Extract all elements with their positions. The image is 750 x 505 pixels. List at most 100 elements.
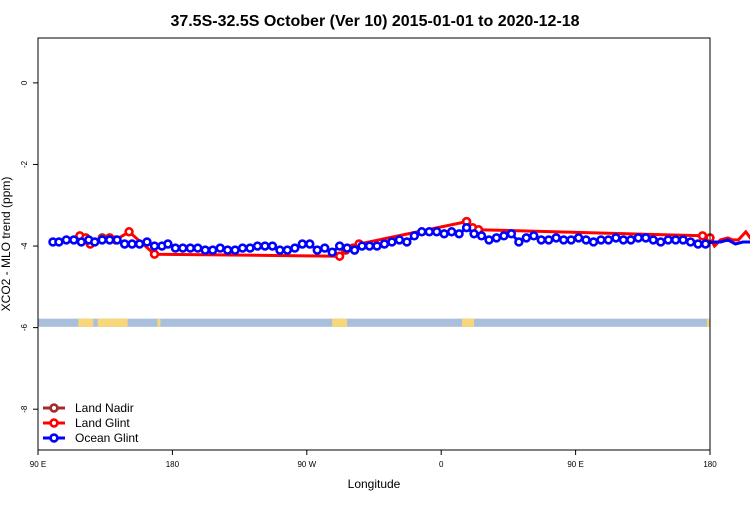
data-point (245, 243, 255, 253)
series-layer (48, 216, 750, 261)
data-point (170, 243, 181, 253)
data-point (267, 241, 278, 251)
data-point (349, 245, 360, 255)
data-point (678, 235, 688, 245)
legend-swatch-marker (49, 403, 59, 413)
data-point (529, 231, 539, 241)
data-point (149, 249, 160, 259)
data-point (357, 241, 367, 251)
data-point (536, 235, 546, 245)
x-tick-label: 90 E (567, 460, 583, 469)
data-point (618, 235, 629, 245)
data-point (364, 241, 375, 251)
data-point (514, 237, 524, 247)
data-point (697, 231, 708, 241)
ocean-band (38, 318, 710, 327)
y-tick-label: 0 (20, 80, 29, 85)
data-point (626, 235, 636, 245)
data-point (596, 235, 606, 245)
land-patch (462, 318, 475, 327)
data-point (260, 241, 270, 251)
data-point (551, 233, 561, 243)
legend-item: Ocean Glint (43, 431, 139, 445)
x-tick-label: 90 E (30, 460, 46, 469)
data-point (499, 231, 509, 241)
data-point (469, 229, 479, 239)
x-tick-label: 0 (439, 460, 444, 469)
land-ocean-strip (38, 318, 710, 327)
data-point (372, 241, 382, 251)
data-point (134, 239, 145, 249)
data-point (342, 243, 352, 253)
data-point (663, 235, 673, 245)
data-point (603, 235, 614, 245)
data-point (124, 227, 134, 237)
legend-label: Ocean Glint (75, 431, 139, 445)
legend-swatch-marker (49, 418, 59, 428)
data-point (454, 229, 464, 239)
data-point (61, 235, 72, 245)
data-point (237, 243, 248, 253)
land-patch (97, 318, 128, 327)
data-point (656, 237, 666, 247)
data-point (222, 245, 233, 255)
x-tick-label: 90 W (297, 460, 316, 469)
data-point (320, 243, 330, 253)
data-point (215, 243, 225, 253)
x-axis-label: Longitude (348, 477, 401, 491)
data-point (432, 227, 442, 237)
data-point (275, 245, 285, 255)
y-axis-label: XCO2 - MLO trend (ppm) (0, 177, 13, 312)
data-point (119, 239, 130, 249)
data-point (334, 251, 345, 261)
data-point (581, 235, 591, 245)
data-point (417, 227, 427, 237)
x-tick-label: 180 (166, 460, 180, 469)
data-point (685, 237, 696, 247)
y-tick-label: -2 (20, 160, 29, 168)
plot-frame (37, 37, 711, 451)
data-point (305, 239, 315, 249)
data-point (193, 243, 203, 253)
data-point (648, 235, 658, 245)
land-patch (707, 318, 710, 327)
data-point (252, 241, 263, 251)
data-point (230, 245, 240, 255)
data-point (588, 237, 599, 247)
data-point (424, 227, 434, 237)
data-point (506, 229, 517, 239)
data-point (90, 237, 100, 247)
x-tick-label: 180 (703, 460, 717, 469)
data-point (700, 239, 711, 249)
data-point (200, 245, 210, 255)
legend-item: Land Glint (43, 416, 130, 430)
data-point (334, 241, 345, 251)
data-point (476, 231, 487, 241)
data-point (394, 235, 405, 245)
land-patch (78, 318, 94, 327)
x-axis: 90 E 180 90 W 0 90 E 180 (30, 450, 717, 469)
data-point (282, 245, 293, 255)
series-ocean-glint (48, 222, 750, 257)
data-point (446, 227, 457, 237)
data-point (484, 235, 494, 245)
y-axis: 0 -2 -4 -6 -8 (20, 80, 38, 413)
data-point (312, 245, 322, 255)
legend-label: Land Nadir (75, 401, 134, 415)
data-point (142, 237, 152, 247)
legend-label: Land Glint (75, 416, 130, 430)
data-point (97, 235, 107, 245)
land-patch (157, 318, 161, 327)
data-point (112, 235, 122, 245)
data-point (290, 243, 300, 253)
data-point (573, 233, 584, 243)
data-point (76, 237, 87, 247)
data-point (185, 243, 196, 253)
data-point (327, 247, 337, 257)
data-point (544, 235, 554, 245)
data-point (670, 235, 681, 245)
data-point (633, 233, 644, 243)
